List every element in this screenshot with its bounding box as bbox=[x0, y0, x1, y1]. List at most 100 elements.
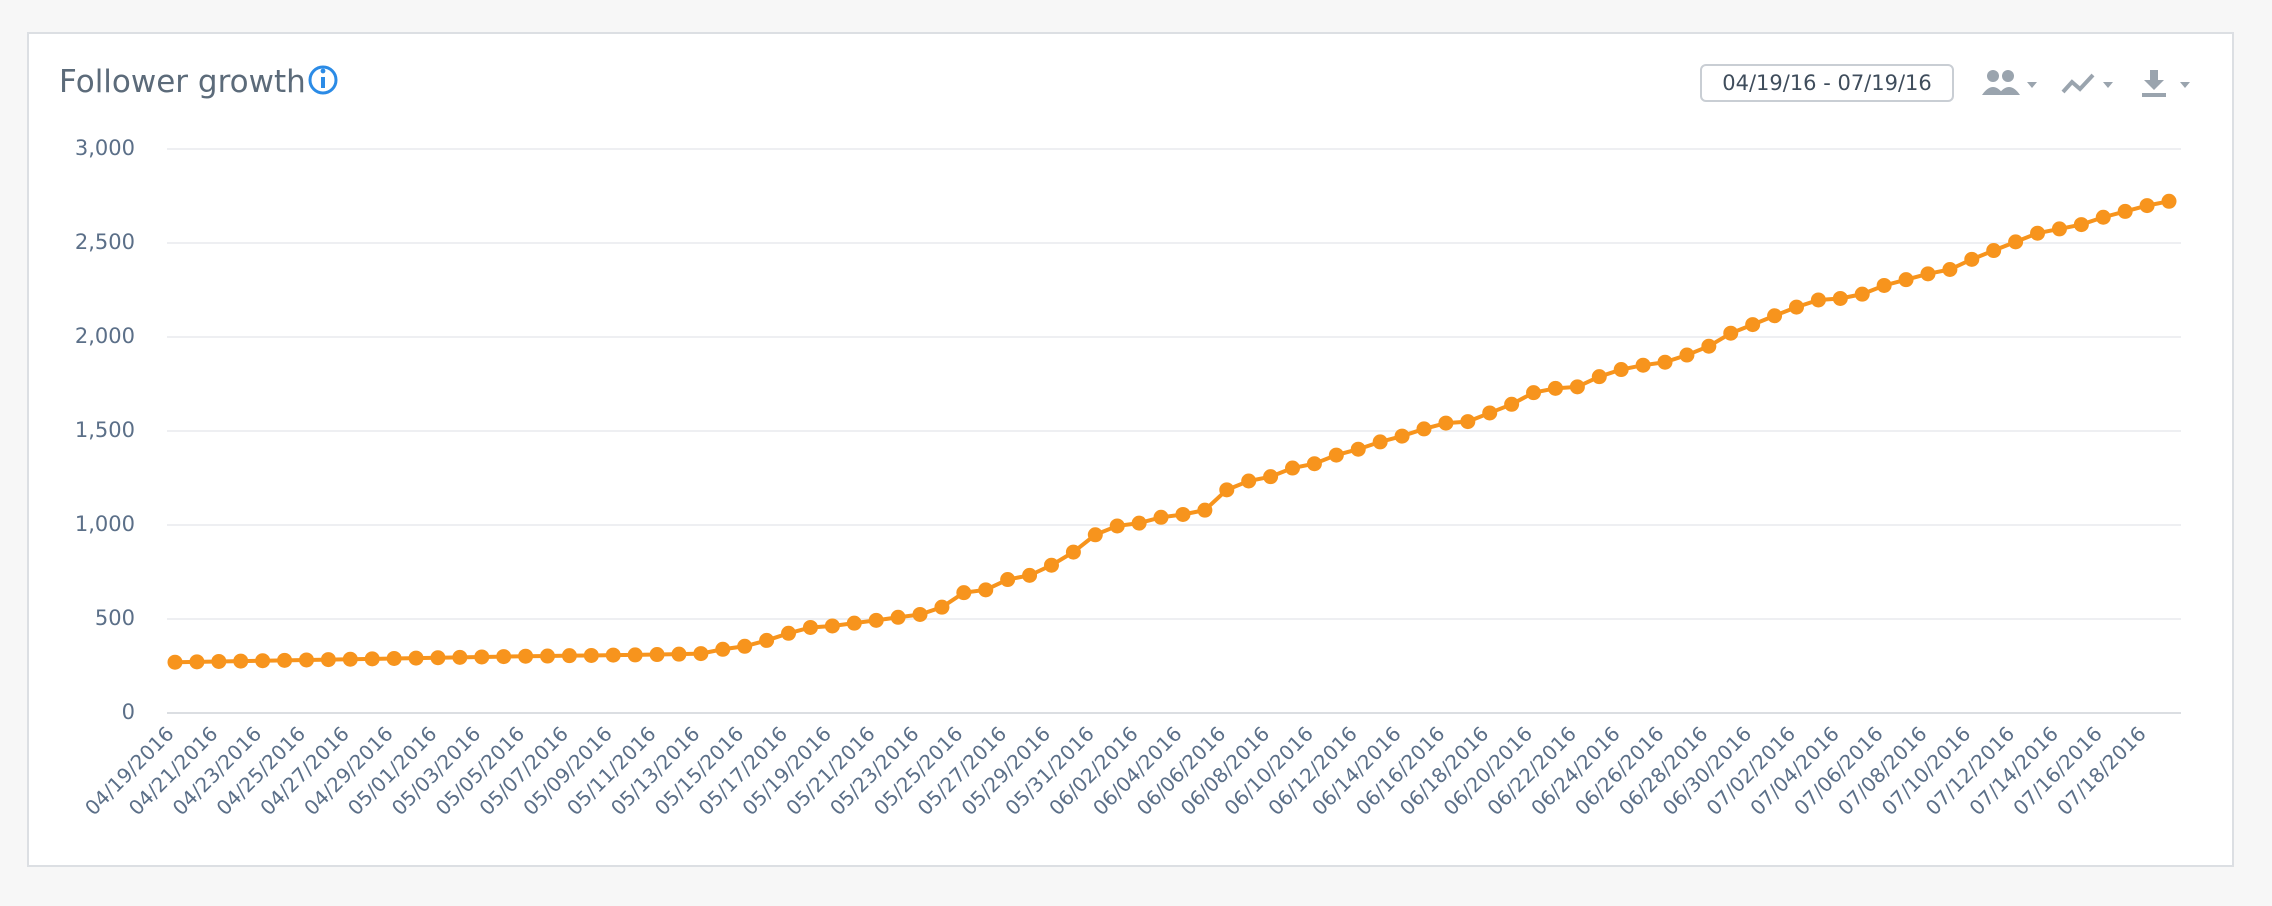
data-point bbox=[496, 649, 512, 665]
data-point bbox=[1635, 357, 1651, 373]
data-point bbox=[912, 606, 928, 622]
date-range: 04/19/16 - 07/19/16 bbox=[1722, 71, 1932, 95]
data-point bbox=[2008, 234, 2024, 250]
data-point bbox=[474, 649, 490, 665]
data-point bbox=[759, 632, 775, 648]
data-point bbox=[1526, 385, 1542, 401]
data-point bbox=[1591, 369, 1607, 385]
data-point bbox=[1942, 262, 1958, 278]
data-point bbox=[671, 646, 687, 662]
data-point bbox=[255, 653, 271, 669]
data-point bbox=[1219, 482, 1235, 498]
data-point bbox=[1306, 456, 1322, 472]
data-point bbox=[649, 647, 665, 663]
data-point bbox=[1197, 502, 1213, 518]
data-point bbox=[211, 653, 227, 669]
y-tick-label: 0 bbox=[122, 700, 135, 724]
data-point bbox=[1810, 292, 1826, 308]
data-point bbox=[1175, 506, 1191, 522]
data-point bbox=[1482, 405, 1498, 421]
data-point bbox=[1131, 515, 1147, 531]
data-point bbox=[1547, 380, 1563, 396]
data-point bbox=[1504, 396, 1520, 412]
data-point bbox=[540, 648, 556, 664]
data-point bbox=[2030, 225, 2046, 241]
y-tick-label: 2,000 bbox=[75, 324, 135, 348]
date-picker[interactable] bbox=[1700, 64, 1954, 102]
data-point bbox=[1109, 518, 1125, 534]
data-point bbox=[978, 582, 994, 598]
y-tick-label: 1,000 bbox=[75, 512, 135, 536]
data-point bbox=[2095, 209, 2111, 225]
y-tick-label: 3,000 bbox=[75, 136, 135, 160]
data-point bbox=[1745, 317, 1761, 333]
chart-title: Follower growth bbox=[59, 64, 306, 100]
data-point bbox=[737, 638, 753, 654]
data-point bbox=[781, 625, 797, 641]
audience-menu[interactable] bbox=[1982, 70, 2037, 95]
data-point bbox=[868, 612, 884, 628]
data-point bbox=[518, 648, 534, 664]
data-point bbox=[715, 641, 731, 657]
data-point bbox=[1767, 308, 1783, 324]
data-point bbox=[1788, 299, 1804, 315]
data-point bbox=[1438, 415, 1454, 431]
data-point bbox=[1087, 527, 1103, 543]
data-point bbox=[1241, 473, 1257, 489]
data-point bbox=[320, 652, 336, 668]
data-point bbox=[1898, 272, 1914, 288]
data-point bbox=[1964, 251, 1980, 267]
data-point bbox=[1832, 290, 1848, 306]
data-point bbox=[342, 651, 358, 667]
data-point bbox=[298, 652, 314, 668]
data-point bbox=[693, 646, 709, 662]
data-point bbox=[561, 648, 577, 664]
data-point bbox=[452, 649, 468, 665]
data-point bbox=[1394, 428, 1410, 444]
data-point bbox=[2161, 193, 2177, 209]
data-point bbox=[802, 619, 818, 635]
download-menu[interactable] bbox=[2142, 70, 2190, 97]
data-point bbox=[824, 618, 840, 634]
data-point bbox=[1065, 544, 1081, 560]
data-point bbox=[583, 647, 599, 663]
data-point bbox=[1328, 447, 1344, 463]
data-point bbox=[167, 654, 183, 670]
data-point bbox=[2051, 221, 2067, 237]
data-point bbox=[1723, 325, 1739, 341]
data-point bbox=[1416, 421, 1432, 437]
data-point bbox=[1153, 509, 1169, 525]
data-point bbox=[1657, 354, 1673, 370]
data-point bbox=[1854, 286, 1870, 302]
data-point bbox=[2117, 203, 2133, 219]
data-point bbox=[956, 585, 972, 601]
data-point bbox=[890, 609, 906, 625]
data-point bbox=[2139, 198, 2155, 214]
data-point bbox=[1022, 567, 1038, 583]
data-point bbox=[1679, 347, 1695, 363]
data-point bbox=[1701, 338, 1717, 354]
data-point bbox=[1569, 379, 1585, 395]
data-point bbox=[934, 599, 950, 615]
data-point bbox=[1350, 441, 1366, 457]
data-point bbox=[1876, 277, 1892, 293]
data-point bbox=[1986, 243, 2002, 259]
data-point bbox=[1920, 266, 1936, 282]
data-point bbox=[627, 647, 643, 663]
data-point bbox=[1613, 362, 1629, 378]
info-icon[interactable] bbox=[308, 65, 338, 95]
data-point bbox=[233, 653, 249, 669]
y-tick-label: 500 bbox=[95, 606, 135, 630]
data-point bbox=[1000, 572, 1016, 588]
data-point bbox=[408, 650, 424, 666]
data-point bbox=[277, 652, 293, 668]
data-point bbox=[189, 654, 205, 670]
chart-type-menu[interactable] bbox=[2061, 73, 2113, 94]
y-tick-label: 2,500 bbox=[75, 230, 135, 254]
data-point bbox=[605, 647, 621, 663]
card bbox=[27, 32, 2234, 867]
data-point bbox=[1285, 460, 1301, 476]
data-point bbox=[364, 651, 380, 667]
